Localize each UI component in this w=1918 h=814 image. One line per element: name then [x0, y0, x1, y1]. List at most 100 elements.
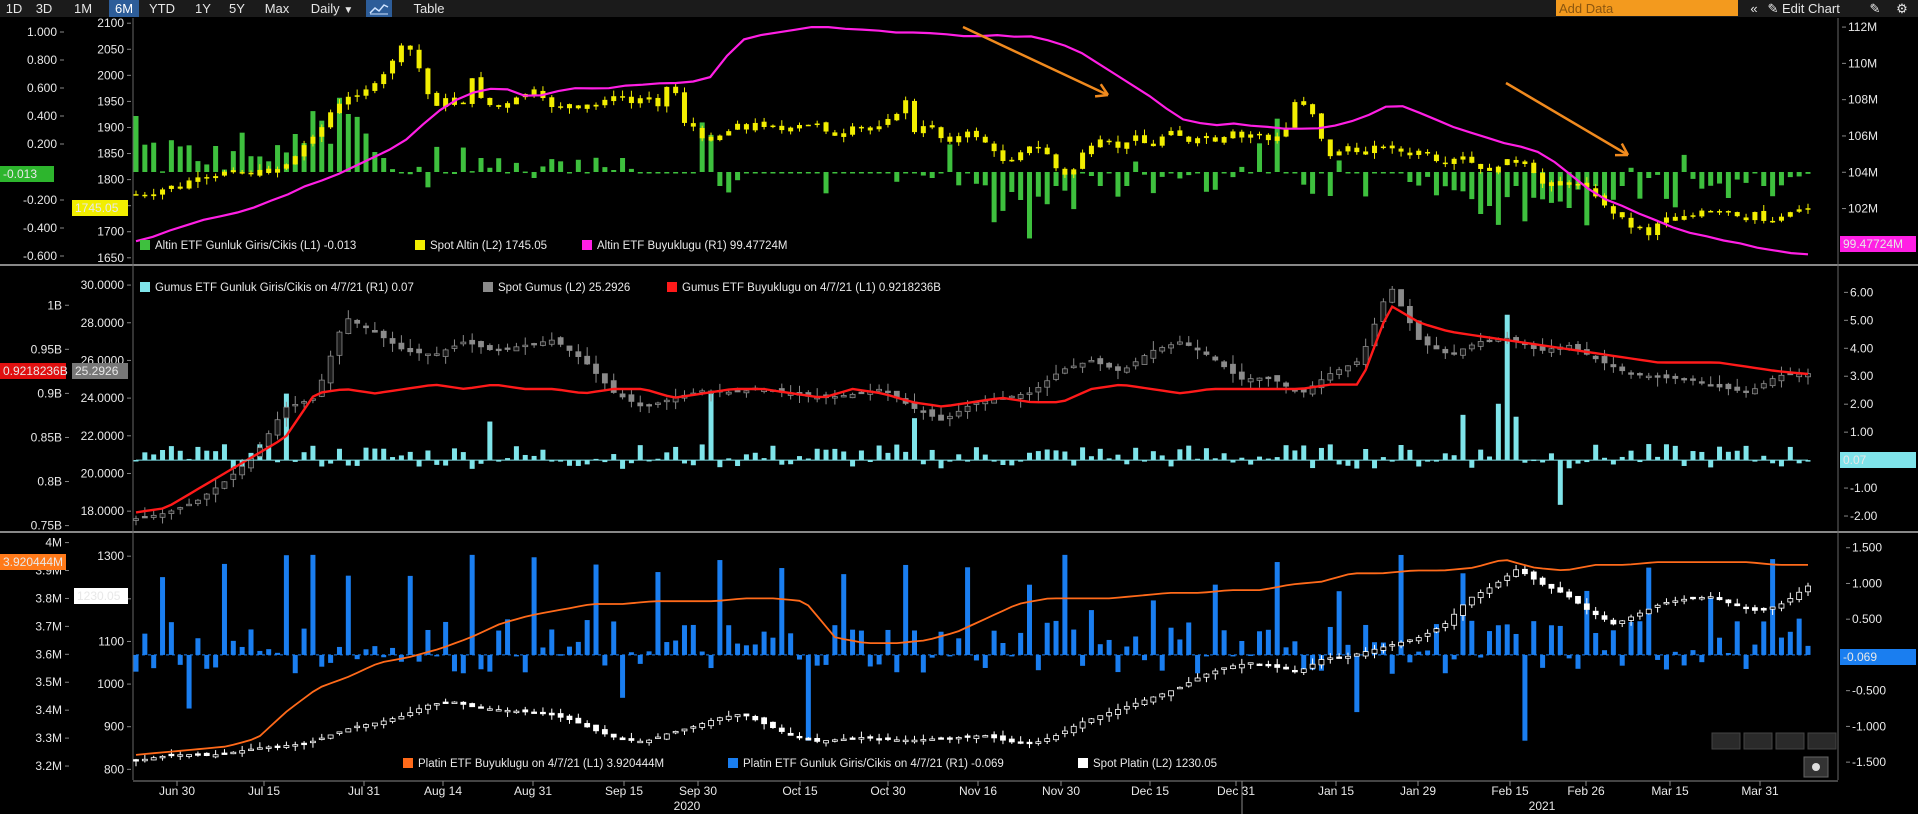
plat-candle [1230, 665, 1236, 670]
plat-flow-bar [1566, 654, 1572, 659]
gear-icon[interactable]: ⚙ [1896, 1, 1908, 16]
range-6m-button[interactable]: 6M [109, 0, 139, 17]
plat-candle [212, 754, 219, 758]
plat-flow-bar [248, 629, 254, 655]
plat-candle [575, 717, 582, 724]
plat-candle [690, 726, 697, 729]
gold-flow-bar [354, 116, 360, 172]
silver-flow-bar [1177, 449, 1183, 461]
edit-chart-button[interactable]: Edit Chart [1782, 1, 1840, 16]
plat-candle [752, 715, 759, 721]
table-view-button[interactable]: Table [413, 1, 445, 16]
silver-candle [1079, 362, 1086, 368]
silver-flow-bar [1637, 460, 1643, 463]
range-1d-button[interactable]: 1D [5, 1, 23, 16]
trend-arrow [962, 25, 1109, 97]
gold-candle [1106, 140, 1112, 143]
silver-flow-bar [1274, 457, 1280, 461]
silver-flow-bar [469, 460, 475, 469]
silver-flow-bar [1743, 445, 1749, 461]
silver-candle [1592, 355, 1599, 360]
gold-candle [275, 169, 281, 173]
gold-flow-bar [425, 172, 431, 188]
plat-r1-tick: -1.000 [1852, 719, 1886, 733]
plat-candle [1318, 659, 1325, 666]
legend-swatch [140, 282, 150, 292]
gold-flow-bar [708, 134, 714, 172]
gold-l2-tick: 1850 [97, 147, 124, 161]
silver-candle [150, 514, 157, 518]
gold-flow-bar [620, 158, 626, 172]
range-1y-button[interactable]: 1Y [195, 1, 211, 16]
plat-flow-bar [1513, 633, 1519, 655]
plat-flow-bar [1548, 625, 1554, 655]
gold-candle [947, 136, 953, 142]
plat-flow-bar [505, 619, 511, 655]
plat-candle [1707, 596, 1714, 599]
legend-swatch [483, 282, 493, 292]
silver-flow-bar [1097, 448, 1103, 461]
plat-flow-bar [938, 631, 944, 655]
gold-flow-bar [779, 172, 785, 174]
gold-candle [1469, 156, 1475, 163]
zoom-icon[interactable] [1807, 732, 1837, 750]
range-1m-button[interactable]: 1M [73, 1, 93, 16]
gold-candle [761, 121, 767, 128]
plat-candle [1203, 673, 1210, 678]
silver-candle [203, 493, 210, 500]
plat-flow-bar [1389, 654, 1395, 674]
silver-candle [425, 353, 431, 356]
silver-flow-bar [920, 460, 926, 465]
pencil-icon[interactable]: ✎ [1869, 1, 1881, 16]
gold-candle [673, 86, 679, 94]
gold-candle [1168, 130, 1174, 136]
gold-flow-bar [1389, 172, 1395, 174]
silver-flow-bar [681, 460, 687, 464]
add-data-input[interactable] [1556, 0, 1738, 16]
plat-flow-bar [1478, 654, 1484, 658]
plat-candle [557, 713, 564, 718]
gold-candle [1071, 169, 1077, 175]
gold-flow-bar [283, 152, 289, 172]
gold-candle [1575, 183, 1581, 186]
plat-flow-bar [681, 625, 687, 655]
gold-l1-tick: -0.400 [23, 221, 57, 235]
plat-candle [1645, 608, 1652, 615]
gold-flow-bar [1257, 143, 1263, 172]
silver-flow-bar [584, 460, 590, 465]
silver-flow-bar [1522, 460, 1528, 463]
silver-flow-bar [363, 447, 369, 461]
plat-candle [265, 746, 272, 749]
double-chevron-left-icon[interactable]: « [1750, 1, 1758, 16]
plat-candle [1433, 628, 1440, 633]
gold-l1-tick: 0.400 [27, 109, 57, 123]
range-max-button[interactable]: Max [264, 1, 290, 16]
plat-candle [1132, 702, 1139, 707]
gold-candle [1000, 150, 1006, 161]
plat-flow-bar [1027, 584, 1033, 655]
silver-candle [593, 363, 599, 374]
gold-l1-badge: -0.013 [3, 167, 37, 181]
silver-candle [1168, 344, 1174, 349]
line-chart-icon[interactable] [366, 0, 392, 17]
plat-flow-bar [1133, 636, 1139, 655]
gold-flow-bar [823, 172, 829, 194]
silver-flow-bar [1124, 460, 1130, 465]
silver-candle [1123, 367, 1130, 373]
range-5y-button[interactable]: 5Y [229, 1, 245, 16]
range-3d-button[interactable]: 3D [35, 1, 53, 16]
gold-flow-bar [1398, 172, 1404, 174]
crosshair-icon[interactable] [1711, 732, 1741, 750]
silver-candle [1035, 387, 1042, 393]
silver-candle [442, 349, 449, 357]
range-ytd-button[interactable]: YTD [149, 1, 175, 16]
gold-flow-bar [920, 172, 926, 176]
gold-flow-bar [1787, 172, 1793, 178]
gold-l1-badge-bg [0, 166, 54, 182]
plat-candle [495, 709, 502, 712]
save-icon[interactable] [1775, 732, 1805, 750]
interval-dropdown[interactable]: Daily ▼ [302, 0, 362, 17]
draw-line-icon[interactable] [1743, 732, 1773, 750]
plat-flow-bar [1407, 654, 1413, 663]
